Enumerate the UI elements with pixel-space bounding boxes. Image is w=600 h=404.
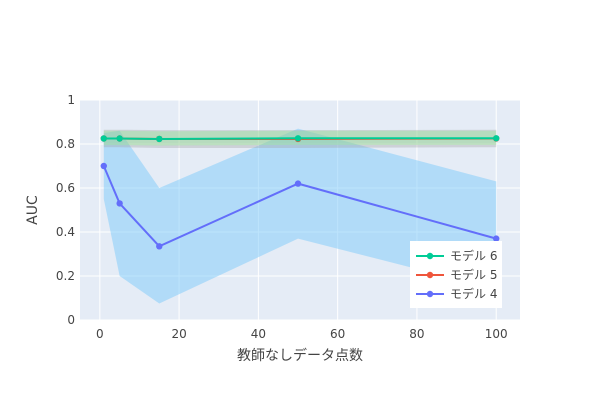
y-tick-label: 0.2 [56, 269, 75, 283]
x-tick-label: 40 [251, 327, 266, 341]
x-tick-label: 0 [96, 327, 104, 341]
x-tick-label: 100 [485, 327, 508, 341]
y-tick-label: 0.4 [56, 225, 75, 239]
data-point [116, 200, 122, 206]
data-point [156, 136, 162, 142]
data-point [295, 180, 301, 186]
x-tick-label: 80 [409, 327, 424, 341]
y-axis-title: AUC [25, 195, 41, 225]
data-point [493, 135, 499, 141]
legend-marker [427, 272, 433, 278]
legend-marker [427, 291, 433, 297]
legend-label: モデル 5 [450, 267, 497, 282]
y-tick-label: 0 [67, 313, 75, 327]
data-point [116, 135, 122, 141]
data-point [101, 135, 107, 141]
data-point [156, 243, 162, 249]
x-axis-title: 教師なしデータ点数 [237, 347, 363, 364]
y-tick-label: 1 [67, 93, 75, 107]
y-tick-label: 0.8 [56, 137, 75, 151]
legend-label: モデル 6 [450, 248, 497, 263]
legend-marker [427, 253, 433, 259]
data-point [493, 235, 499, 241]
legend-label: モデル 4 [450, 286, 497, 301]
y-tick-label: 0.6 [56, 181, 75, 195]
x-tick-label: 20 [171, 327, 186, 341]
data-point [295, 135, 301, 141]
data-point [101, 163, 107, 169]
legend: モデル 6 モデル 5 モデル 4 [410, 241, 502, 308]
x-tick-label: 60 [330, 327, 345, 341]
